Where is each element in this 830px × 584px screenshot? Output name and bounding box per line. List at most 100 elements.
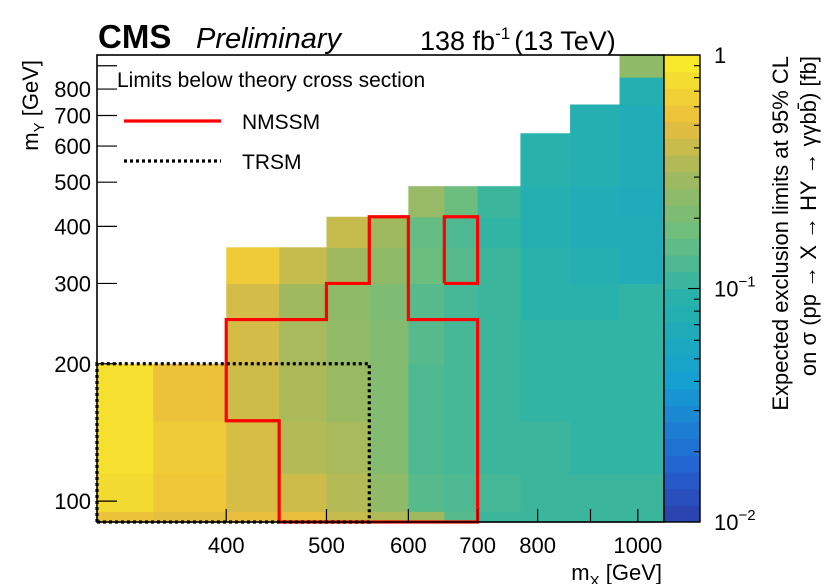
heatmap-cell	[153, 420, 227, 475]
heatmap-cell	[570, 283, 621, 321]
heatmap-cell	[444, 283, 479, 321]
heatmap-cell	[279, 511, 328, 523]
heatmap-cell	[619, 77, 665, 106]
heatmap-cell	[408, 473, 445, 512]
heatmap-cell	[570, 159, 621, 187]
heatmap-cell	[226, 247, 280, 285]
heatmap-cell	[369, 247, 409, 285]
heatmap-cell	[444, 363, 479, 422]
heatmap-cell	[153, 511, 227, 523]
colorbar-tick-label: 10−2	[714, 507, 756, 535]
heatmap-cell	[408, 283, 445, 321]
heatmap-cell	[520, 420, 571, 475]
heatmap-cell	[369, 216, 409, 248]
heatmap-cell	[369, 363, 409, 422]
heatmap-cell	[520, 319, 571, 365]
colorbar-segment	[664, 355, 700, 373]
x-tick-label: 1000	[613, 533, 662, 558]
colorbar-segment	[664, 221, 700, 239]
heatmap-cell	[97, 473, 154, 512]
legend-title: Limits below theory cross section	[117, 69, 425, 92]
heatmap-cell	[97, 511, 154, 523]
colorbar-label-line2: on σ (pp → X → HY → γγbb̄) [fb]	[796, 56, 821, 376]
heatmap-cell	[477, 247, 522, 285]
colorbar-segment	[664, 255, 700, 273]
heatmap-cell	[408, 511, 445, 523]
heatmap-cell	[520, 186, 571, 218]
nmssm-contour	[442, 215, 480, 286]
heatmap-cell	[97, 363, 154, 422]
heatmap-cell	[520, 216, 571, 248]
colorbar-segment	[664, 488, 700, 506]
heatmap-cell	[226, 363, 280, 422]
heatmap-cell	[279, 319, 328, 365]
heatmap-cell	[570, 511, 621, 523]
heatmap-cell	[570, 319, 621, 365]
colorbar-segment	[664, 205, 700, 223]
heatmap-cell	[520, 283, 571, 321]
colorbar-segment	[664, 71, 700, 89]
heatmap-cell	[326, 283, 370, 321]
x-tick-label: 600	[390, 533, 427, 558]
heatmap-cell	[619, 283, 665, 321]
colorbar-segment	[664, 371, 700, 390]
colorbar-segment	[664, 238, 700, 256]
heatmap-cell	[326, 363, 370, 422]
heatmap-cell	[570, 216, 621, 248]
y-tick-label: 400	[54, 214, 91, 239]
heatmap-cell	[520, 159, 571, 187]
heatmap-cell	[520, 473, 571, 512]
colorbar-segment	[664, 388, 700, 406]
colorbar-segment	[664, 338, 700, 356]
heatmap-cell	[369, 473, 409, 512]
heatmap-cell	[570, 133, 621, 161]
heatmap-cell	[369, 511, 409, 523]
x-tick-label: 700	[459, 533, 496, 558]
heatmap-cell	[408, 186, 445, 218]
colorbar-segment	[664, 505, 700, 523]
heatmap-cell	[279, 473, 328, 512]
heatmap-cell	[619, 473, 665, 512]
heatmap-cell	[619, 363, 665, 422]
colorbar-segment	[664, 305, 700, 323]
heatmap-cell	[477, 186, 522, 218]
heatmap-cell	[444, 473, 479, 512]
heatmap-cell	[226, 511, 280, 523]
heatmap-cell	[444, 186, 479, 218]
y-tick-label: 700	[54, 104, 91, 129]
colorbar-segment	[664, 155, 700, 173]
colorbar-segment	[664, 421, 700, 440]
heatmap-cell	[477, 511, 522, 523]
heatmap-cell	[477, 216, 522, 248]
heatmap-cell	[619, 55, 665, 78]
y-tick-label: 800	[54, 77, 91, 102]
heatmap-cell	[326, 420, 370, 475]
colorbar-segment	[664, 121, 700, 139]
colorbar-segment	[664, 171, 700, 189]
x-tick-label: 800	[519, 533, 556, 558]
heatmap-cell	[477, 420, 522, 475]
colorbar-segment	[664, 455, 700, 473]
y-axis-label: mY [GeV]	[18, 60, 48, 151]
heatmap-cell	[279, 420, 328, 475]
heatmap-cell	[619, 186, 665, 218]
heatmap-cell	[408, 319, 445, 365]
heatmap-cell	[226, 319, 280, 365]
colorbar-segment	[664, 138, 700, 156]
y-tick-label: 100	[54, 489, 91, 514]
heatmap-cell	[477, 363, 522, 422]
heatmap-cell	[369, 283, 409, 321]
colorbar-segment	[664, 405, 700, 423]
heatmap-cell	[570, 363, 621, 422]
heatmap-cell	[570, 104, 621, 134]
legend: Limits below theory cross section NMSSM …	[117, 69, 425, 174]
heatmap-cell	[619, 159, 665, 187]
colorbar-segment	[664, 288, 700, 306]
heatmap-cell	[408, 420, 445, 475]
heatmap-cell	[619, 216, 665, 248]
nmssm-contour	[224, 215, 480, 524]
colorbar-segment	[664, 438, 700, 456]
heatmap-cell	[520, 247, 571, 285]
